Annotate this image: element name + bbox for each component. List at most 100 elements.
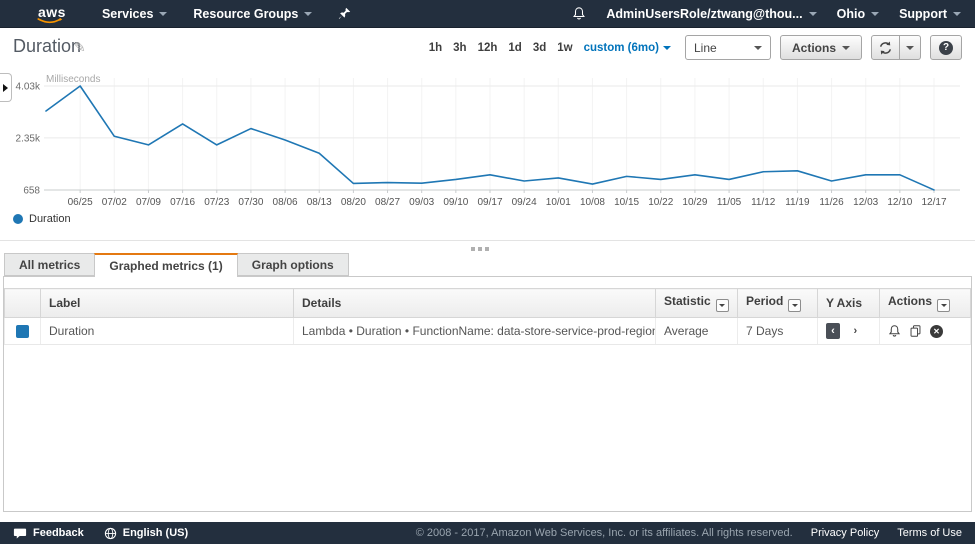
duration-chart[interactable]: 4.03k2.35k658Milliseconds06/2507/0207/09…	[0, 72, 975, 212]
metric-period-cell[interactable]: 7 Days	[738, 318, 818, 345]
footer: Feedback English (US) © 2008 - 2017, Ama…	[0, 522, 975, 544]
svg-text:08/13: 08/13	[307, 197, 332, 208]
svg-text:11/05: 11/05	[717, 197, 742, 208]
chevron-right-icon	[3, 84, 8, 92]
svg-text:08/20: 08/20	[341, 197, 366, 208]
refresh-button[interactable]	[871, 35, 900, 60]
aws-logo[interactable]: aws	[38, 4, 66, 20]
sidebar-expand-handle[interactable]	[0, 73, 12, 102]
account-name: AdminUsersRole/ztwang@thou...	[606, 7, 802, 21]
time-range-12h[interactable]: 12h	[478, 42, 498, 54]
time-range-3d[interactable]: 3d	[533, 42, 546, 54]
region-name: Ohio	[837, 7, 865, 21]
time-range-1d[interactable]: 1d	[508, 42, 521, 54]
account-menu[interactable]: AdminUsersRole/ztwang@thou...	[606, 7, 816, 21]
column-header-details[interactable]: Details	[294, 289, 656, 318]
metric-table-row[interactable]: Duration Lambda • Duration • FunctionNam…	[5, 318, 971, 345]
chevron-down-icon	[871, 12, 879, 16]
speech-bubble-icon	[13, 527, 27, 540]
svg-text:08/06: 08/06	[273, 197, 298, 208]
svg-text:658: 658	[23, 186, 40, 197]
metric-statistic-cell[interactable]: Average	[656, 318, 738, 345]
svg-text:11/12: 11/12	[751, 197, 776, 208]
bell-icon	[572, 6, 586, 21]
svg-text:09/17: 09/17	[477, 197, 502, 208]
chevron-down-icon	[159, 12, 167, 16]
feedback-button[interactable]: Feedback	[13, 527, 84, 540]
resize-handle[interactable]	[469, 245, 491, 253]
metrics-tab-bar: All metricsGraphed metrics (1)Graph opti…	[4, 253, 349, 276]
duplicate-metric-icon[interactable]	[909, 324, 922, 338]
top-nav: aws Services Resource Groups	[0, 0, 975, 28]
svg-text:10/29: 10/29	[682, 197, 707, 208]
svg-text:Milliseconds: Milliseconds	[46, 74, 100, 85]
custom-range-link[interactable]: custom (6mo)	[584, 42, 671, 54]
svg-text:4.03k: 4.03k	[16, 82, 41, 93]
tab-graph-options[interactable]: Graph options	[238, 253, 349, 276]
region-menu[interactable]: Ohio	[837, 7, 879, 21]
svg-text:07/02: 07/02	[102, 197, 127, 208]
filter-dropdown-icon[interactable]	[937, 299, 950, 312]
svg-text:08/27: 08/27	[375, 197, 400, 208]
time-range-3h[interactable]: 3h	[453, 42, 466, 54]
column-header-label[interactable]: Label	[41, 289, 294, 318]
legend-label: Duration	[29, 213, 71, 225]
column-header-actions[interactable]: Actions	[880, 289, 971, 318]
chevron-down-icon	[953, 12, 961, 16]
tab-all-metrics[interactable]: All metrics	[4, 253, 94, 276]
chart-controls: 1h 3h 12h 1d 3d 1w custom (6mo) Line Actions	[429, 34, 962, 61]
svg-text:09/10: 09/10	[443, 197, 468, 208]
nav-resource-groups[interactable]: Resource Groups	[193, 7, 312, 21]
table-header-row: LabelDetailsStatisticPeriodY AxisActions	[5, 289, 971, 318]
time-range-1h[interactable]: 1h	[429, 42, 442, 54]
svg-text:07/09: 07/09	[136, 197, 161, 208]
tab-graphed-metrics-1[interactable]: Graphed metrics (1)	[94, 253, 237, 277]
help-button[interactable]: ?	[930, 35, 962, 60]
column-header-y-axis[interactable]: Y Axis	[818, 289, 880, 318]
time-range-selector: 1h 3h 12h 1d 3d 1w	[429, 42, 573, 54]
svg-text:07/30: 07/30	[238, 197, 263, 208]
remove-metric-icon[interactable]: ✕	[930, 325, 943, 338]
column-header-period[interactable]: Period	[738, 289, 818, 318]
legend-color-dot	[13, 214, 23, 224]
yaxis-right-button[interactable]: ›	[848, 323, 862, 339]
page-title: Duration	[13, 36, 81, 57]
refresh-button-group	[871, 35, 921, 60]
svg-text:10/15: 10/15	[614, 197, 639, 208]
terms-of-use-link[interactable]: Terms of Use	[897, 527, 962, 539]
notifications-bell-icon[interactable]	[572, 6, 586, 21]
create-alarm-bell-icon[interactable]	[888, 324, 901, 338]
filter-dropdown-icon[interactable]	[788, 299, 801, 312]
metric-yaxis-cell: ‹ ›	[818, 318, 880, 345]
edit-title-icon[interactable]: ✎	[74, 39, 86, 56]
chevron-down-icon	[842, 46, 850, 50]
refresh-options-button[interactable]	[900, 35, 921, 60]
select-column-header[interactable]	[5, 289, 41, 318]
chevron-down-icon	[754, 46, 762, 50]
help-icon: ?	[939, 41, 953, 55]
graphed-metrics-panel: LabelDetailsStatisticPeriodY AxisActions…	[3, 276, 972, 512]
chart-type-select[interactable]: Line	[685, 35, 771, 60]
aws-smile-icon	[37, 17, 63, 25]
svg-text:11/26: 11/26	[819, 197, 844, 208]
svg-text:07/16: 07/16	[170, 197, 195, 208]
yaxis-left-button[interactable]: ‹	[826, 323, 840, 339]
filter-dropdown-icon[interactable]	[716, 299, 729, 312]
chart-type-value: Line	[694, 41, 717, 55]
legend-item-duration[interactable]: Duration	[13, 213, 71, 225]
pin-icon[interactable]	[338, 7, 351, 20]
actions-button[interactable]: Actions	[780, 35, 862, 60]
time-range-1w[interactable]: 1w	[557, 42, 572, 54]
copyright-text: © 2008 - 2017, Amazon Web Services, Inc.…	[416, 527, 793, 539]
svg-text:07/23: 07/23	[204, 197, 229, 208]
privacy-policy-link[interactable]: Privacy Policy	[811, 527, 879, 539]
column-header-statistic[interactable]: Statistic	[656, 289, 738, 318]
chevron-down-icon	[906, 46, 914, 50]
language-selector[interactable]: English (US)	[104, 527, 188, 540]
refresh-icon	[878, 41, 893, 55]
nav-services[interactable]: Services	[102, 7, 167, 21]
metric-details-cell: Lambda • Duration • FunctionName: data-s…	[294, 318, 656, 345]
metric-color-swatch[interactable]	[16, 325, 29, 338]
support-menu[interactable]: Support	[899, 7, 961, 21]
svg-text:09/24: 09/24	[512, 197, 537, 208]
